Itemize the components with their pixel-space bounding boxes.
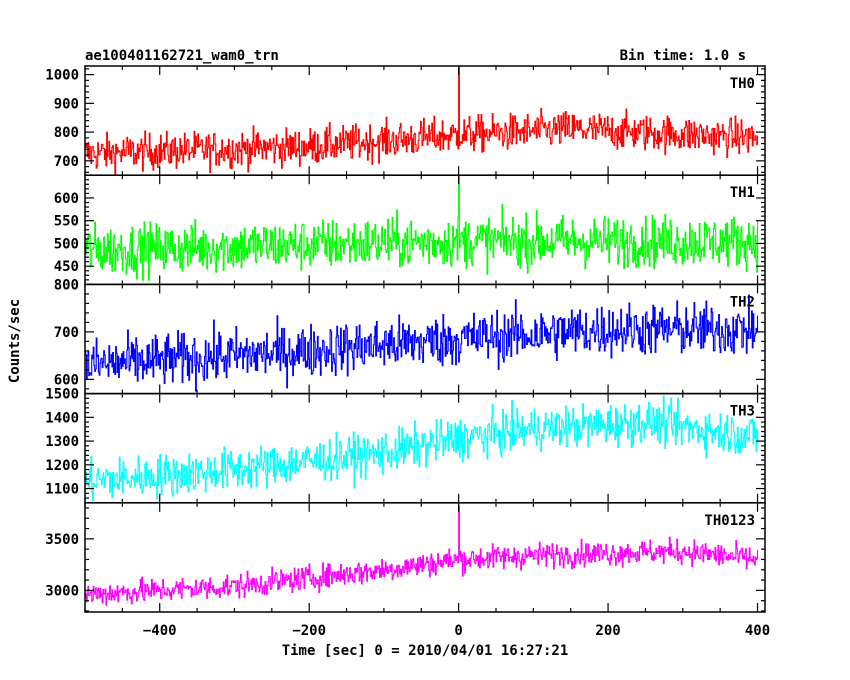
y-tick-label-th1: 550: [54, 214, 79, 230]
y-tick-label-th1: 450: [54, 259, 79, 275]
y-tick-label-th0123: 3000: [45, 583, 79, 599]
series-th3: [85, 395, 759, 502]
y-tick-label-th2: 600: [54, 372, 79, 388]
x-tick-label: 400: [745, 623, 770, 639]
panel-label-th0123: TH0123: [704, 513, 755, 529]
y-tick-label-th1: 600: [54, 191, 79, 207]
y-tick-label-th0: 900: [54, 96, 79, 112]
panel-label-th2: TH2: [730, 294, 755, 310]
x-tick-label: −400: [143, 623, 177, 639]
y-tick-label-th3: 1500: [45, 387, 79, 403]
y-tick-label-th3: 1200: [45, 458, 79, 474]
panel-label-th0: TH0: [730, 76, 755, 92]
y-tick-label-th0123: 3500: [45, 532, 79, 548]
y-tick-label-th3: 1300: [45, 434, 79, 450]
y-tick-label-th2: 800: [54, 277, 79, 293]
series-th0123: [85, 505, 759, 606]
x-tick-label: −200: [292, 623, 326, 639]
panel-frame-th0123: [84, 502, 766, 613]
panel-label-th3: TH3: [730, 404, 755, 420]
y-axis-title: Counts/sec: [7, 299, 23, 383]
chart-title-right: Bin time: 1.0 s: [620, 48, 746, 64]
y-tick-label-th0: 800: [54, 125, 79, 141]
panel-label-th1: TH1: [730, 185, 755, 201]
x-axis-title: Time [sec] 0 = 2010/04/01 16:27:21: [282, 643, 569, 659]
y-tick-label-th0: 700: [54, 154, 79, 170]
series-th1: [85, 176, 759, 281]
panel-th0: 700 800 900 1000 TH0: [45, 65, 766, 176]
x-tick-label: 0: [454, 623, 462, 639]
panel-th2: 600 700 800 TH2: [54, 277, 766, 395]
chart-title-left: ae100401162721_wam0_trn: [85, 48, 279, 64]
panels-group: 700 800 900 1000 TH0 450 500 550 600 TH1 600 700 800…: [45, 65, 766, 613]
panel-th0123: 3000 3500 TH0123: [45, 502, 766, 613]
series-th0: [85, 66, 759, 176]
x-axis: −400 −200 0 200 400: [143, 623, 770, 639]
y-tick-label-th0: 1000: [45, 68, 79, 84]
y-tick-label-th3: 1400: [45, 410, 79, 426]
series-th2: [85, 294, 759, 392]
y-tick-label-th3: 1100: [45, 482, 79, 498]
x-tick-label: 200: [595, 623, 620, 639]
panel-th1: 450 500 550 600 TH1: [54, 174, 766, 286]
y-tick-label-th1: 500: [54, 236, 79, 252]
panel-th3: 1100 1200 1300 1400 1500 TH3: [45, 387, 766, 504]
y-tick-label-th2: 700: [54, 325, 79, 341]
